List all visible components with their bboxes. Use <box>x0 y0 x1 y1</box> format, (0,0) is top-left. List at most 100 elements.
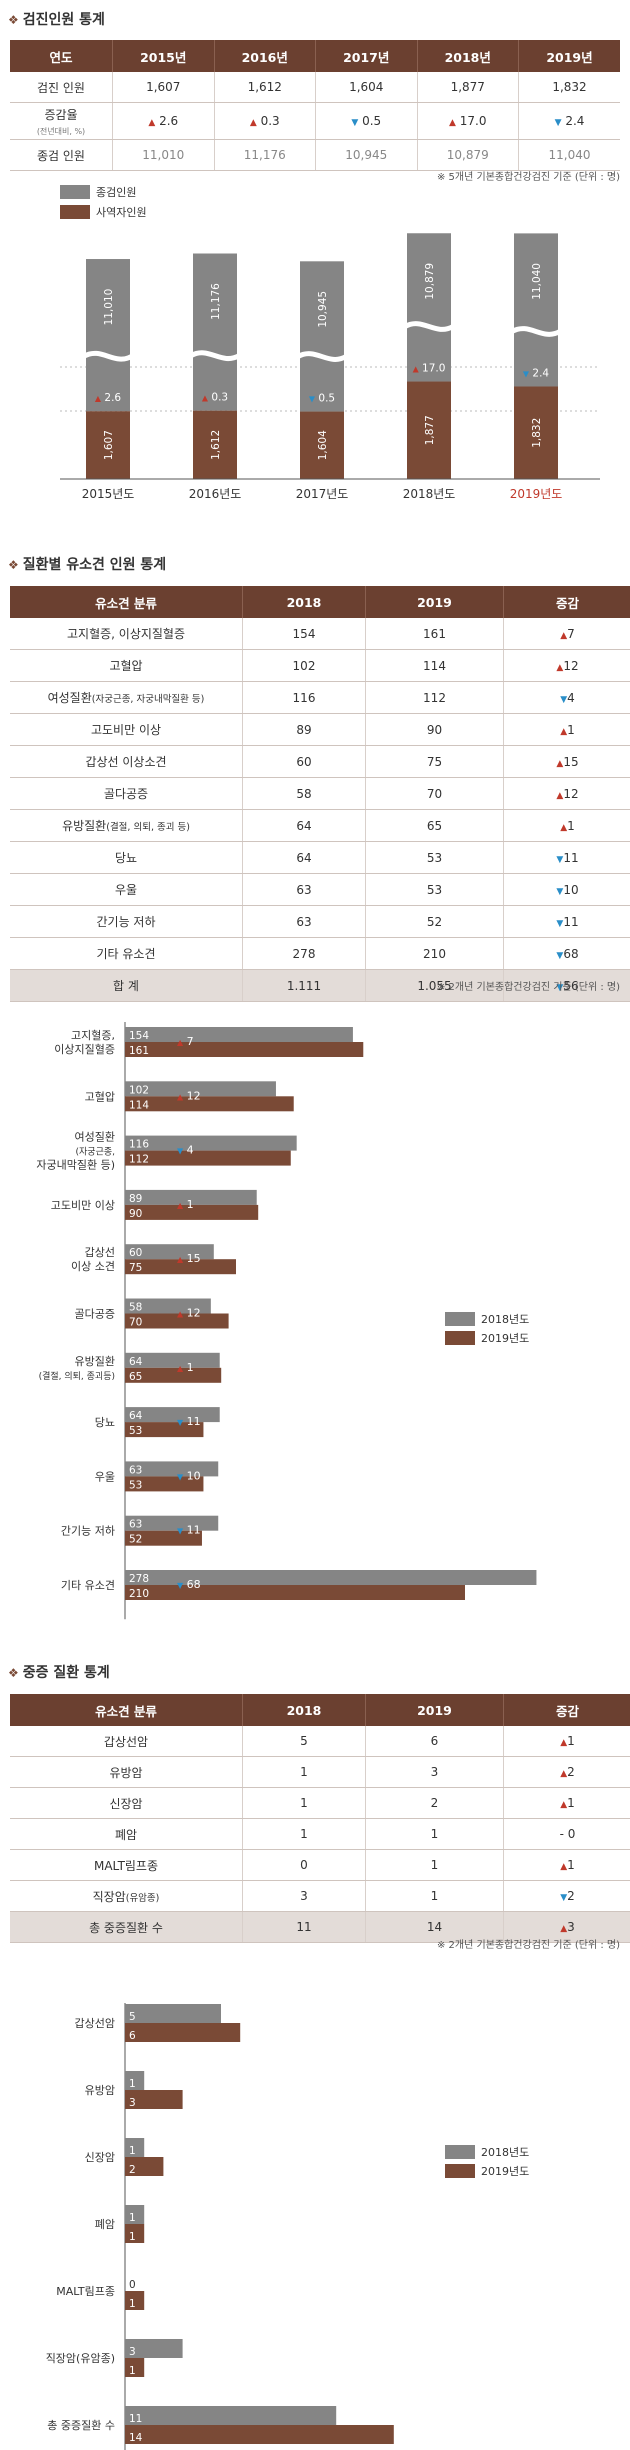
category-label-line: 자궁내막질환 등) <box>36 1159 115 1172</box>
value-2019: 2 <box>365 1787 504 1819</box>
category-label-line: 폐암 <box>95 2218 115 2231</box>
table-row: 당뇨 64 53 ▼11 <box>10 841 630 874</box>
change-value: 15 <box>183 1252 201 1265</box>
value-2018: 1.111 <box>242 969 366 1002</box>
row-label-text: 종검 인원 <box>37 148 85 163</box>
table-row: 간기능 저하 63 52 ▼11 <box>10 905 630 938</box>
row-label-text: 증감율 <box>44 107 78 122</box>
arrow-down-icon: ▼ <box>560 1893 568 1903</box>
bar-2018 <box>125 1407 220 1423</box>
value-2018: 58 <box>242 777 366 810</box>
value-label: 1,877 <box>424 415 436 445</box>
bar-2019 <box>125 1204 259 1220</box>
arrow-down-icon: ▼ <box>556 918 564 929</box>
value-label: 3 <box>129 2346 136 2358</box>
change-value: 7 <box>183 1035 194 1048</box>
arrow-up-icon: ▲ <box>556 790 564 801</box>
table-header-row: 유소견 분류 2018 2019 증감 <box>10 1694 630 1726</box>
row-label-text: 검진 인원 <box>37 80 85 95</box>
change-value: 10 <box>183 1469 201 1482</box>
category-label: 갑상선암 <box>75 2017 115 2030</box>
category-label-line: 갑상선암 <box>75 2017 115 2030</box>
value-change: ▲1 <box>503 1726 630 1757</box>
arrow-down-icon: ▼ <box>523 369 530 378</box>
value-2019: 1 <box>365 1818 504 1850</box>
change-value: 3 <box>567 1920 575 1934</box>
value-label: 1,612 <box>210 430 222 460</box>
value-label: 11,040 <box>531 263 543 300</box>
row-label: 갑상선 이상소견 <box>10 745 243 778</box>
change-value: 2.6 <box>101 392 121 404</box>
row-label: 여성질환(자궁근종, 자궁내막질환 등) <box>10 681 243 714</box>
bar-2019 <box>125 1476 204 1492</box>
row-label-text: 기타 유소견 <box>96 947 156 961</box>
row-label: 직장암(유암종) <box>10 1880 243 1912</box>
value-label: 102 <box>129 1084 149 1096</box>
value-2019: 53 <box>365 873 504 906</box>
bar-checkup <box>193 253 237 411</box>
row-label-text: 총 중증질환 수 <box>89 1920 163 1935</box>
category-label: 고혈압 <box>85 1089 115 1103</box>
bar-2019 <box>125 1042 364 1057</box>
value-2018: 154 <box>242 618 366 650</box>
bar-2018 <box>125 1189 257 1205</box>
value-change: ▲12 <box>503 649 630 682</box>
legend-swatch <box>60 205 90 219</box>
category-label-line: (결절, 의퇴, 종괴등) <box>39 1370 115 1382</box>
value-change: ▲1 <box>503 809 630 842</box>
table-cell: 11,010 <box>112 139 214 171</box>
bar-worker <box>193 410 237 479</box>
value-change: ▼11 <box>503 841 630 874</box>
value-label: 1,604 <box>317 430 329 460</box>
row-label-text: MALT림프종 <box>93 1858 159 1873</box>
diamond-icon: ❖ <box>8 1666 19 1680</box>
axis-break-icon <box>189 350 241 362</box>
change-value: 2 <box>567 1765 575 1779</box>
value-change: ▼10 <box>503 873 630 906</box>
arrow-down-icon: ▼ <box>177 1581 184 1590</box>
table-row: 직장암(유암종) 3 1 ▼2 <box>10 1880 630 1912</box>
value-2018: 1 <box>242 1787 366 1819</box>
section-title-findings: ❖ 질환별 유소견 인원 통계 <box>8 557 167 573</box>
value-label: 11 <box>129 2413 142 2425</box>
category-label: 유방질환 (결절, 의퇴, 종괴등) <box>39 1355 115 1382</box>
legend-label: 2018년도 <box>481 1313 529 1326</box>
value-label: 1 <box>129 2298 136 2310</box>
table-header-cell: 2015년 <box>112 40 214 72</box>
value-2019: 52 <box>365 905 504 938</box>
cell-value: 1,604 <box>349 80 384 94</box>
table-cell: ▲ 2.6 <box>112 102 214 140</box>
axis-break-icon <box>296 351 348 362</box>
table-cell: ▼ 2.4 <box>518 102 620 140</box>
change-label: ▼ 68 <box>177 1578 201 1591</box>
change-value: 17.0 <box>419 363 446 375</box>
value-label: 210 <box>129 1588 149 1600</box>
row-label: 기타 유소견 <box>10 937 243 970</box>
category-label: 2015년도 <box>82 487 135 501</box>
table-header-cell: 2017년 <box>315 40 417 72</box>
table-cell: 1,604 <box>315 72 417 103</box>
value-2019: 1.055 <box>365 969 504 1002</box>
value-2018: 64 <box>242 841 366 874</box>
row-label-text: 고도비만 이상 <box>90 723 162 737</box>
arrow-up-icon: ▲ <box>560 630 568 641</box>
change-value: 1 <box>567 818 575 833</box>
change-label: ▲ 1 <box>177 1361 194 1374</box>
row-label-text: 합 계 <box>113 979 139 993</box>
bar-2018 <box>125 2205 145 2224</box>
legend-label: 2019년도 <box>481 1332 529 1345</box>
row-label-text: 고지혈증, 이상지질혈증 <box>66 627 186 641</box>
cell-value: 10,945 <box>345 148 388 162</box>
row-label: 고혈압 <box>10 649 243 682</box>
row-label-text: 유방질환 <box>62 819 107 833</box>
arrow-down-icon: ▼ <box>309 395 316 404</box>
value-2019: 53 <box>365 841 504 874</box>
arrow-down-icon: ▼ <box>177 1418 184 1427</box>
row-label-text: 골다공증 <box>103 787 149 801</box>
bar-2019 <box>125 2425 394 2444</box>
value-2019: 14 <box>365 1911 504 1943</box>
change-value: 56 <box>563 978 579 993</box>
category-label: 2017년도 <box>296 487 349 501</box>
bar-2018 <box>125 1515 219 1531</box>
